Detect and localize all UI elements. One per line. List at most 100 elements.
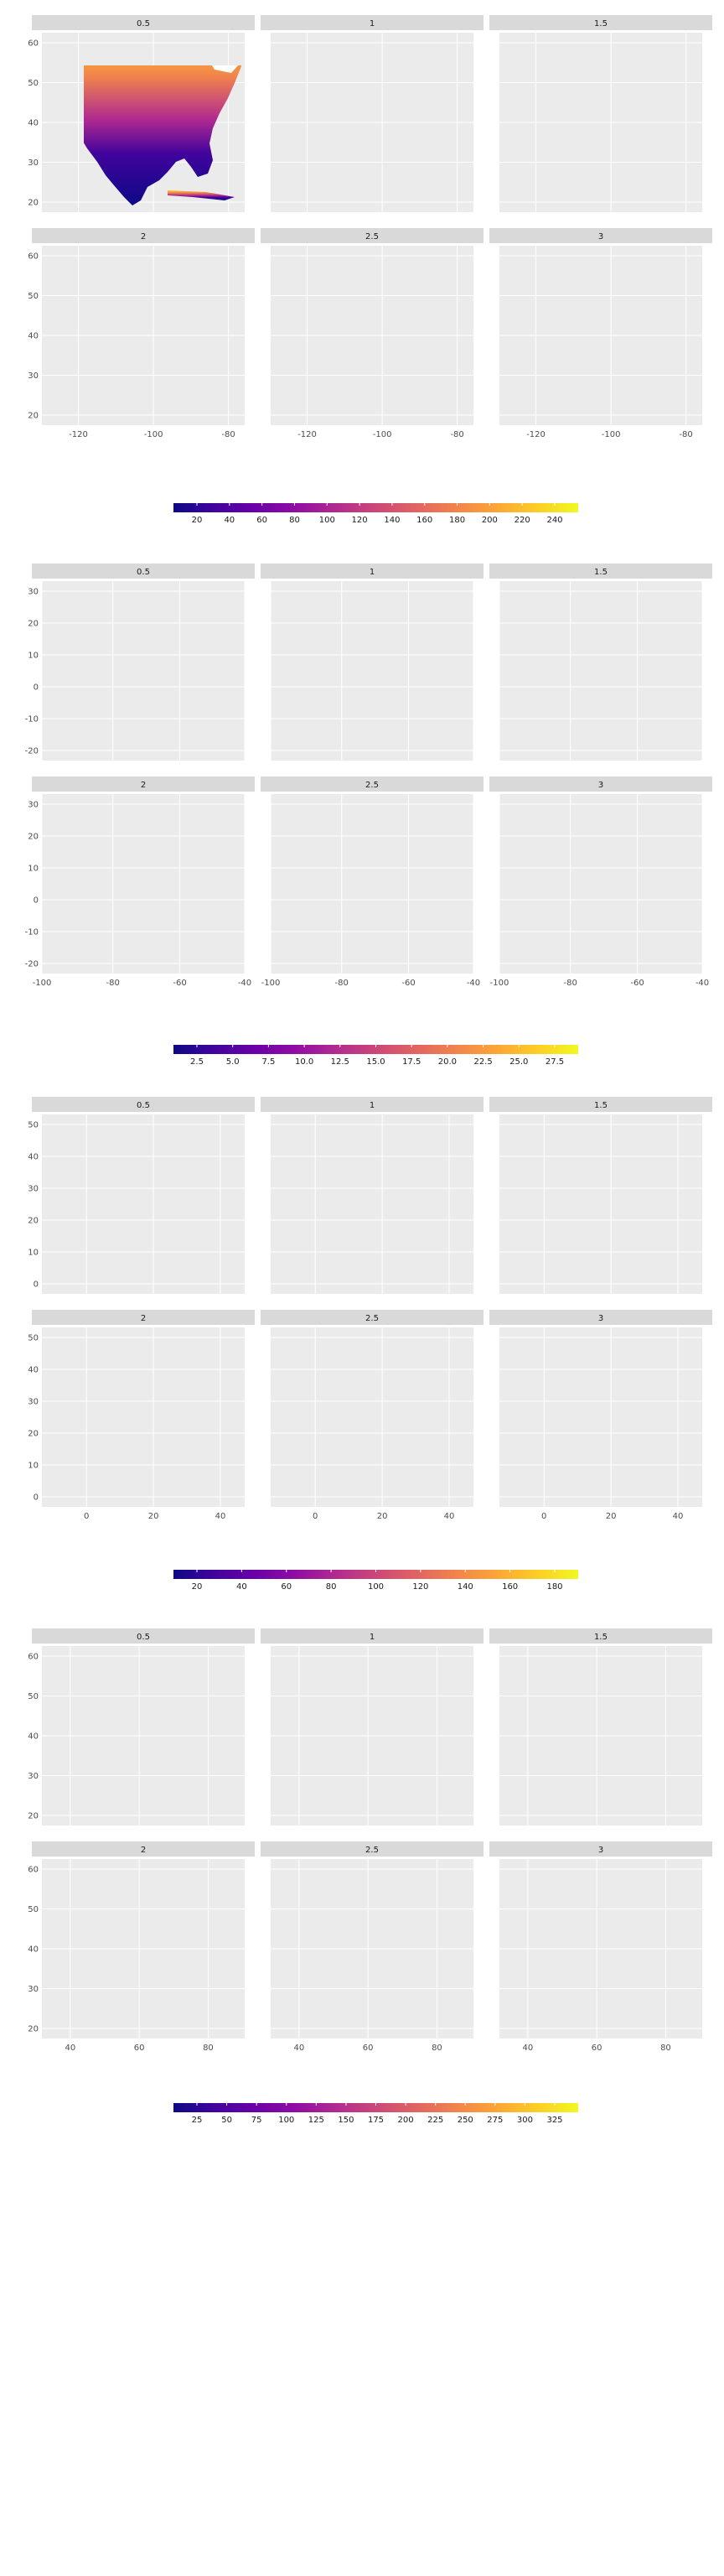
facet-strip — [489, 1628, 712, 1644]
legend-tick-label: 100 — [368, 1582, 384, 1592]
facet-label: 3 — [598, 232, 603, 242]
legend-tick-label: 250 — [458, 2116, 473, 2125]
y-tick-label: 50 — [28, 79, 39, 88]
facet-label: 3 — [598, 781, 603, 790]
asia-panel-0-5: 0.5 — [32, 1628, 255, 1826]
legend-tick-label: 2.5 — [190, 1057, 204, 1067]
facet-label: 2.5 — [365, 232, 379, 242]
x-tick-label: -100 — [602, 430, 621, 439]
y-tick-label: 20 — [28, 1812, 39, 1821]
asia-panel-1-5: 1.5 — [489, 1628, 712, 1826]
y-tick-label: 50 — [28, 1121, 39, 1130]
y-tick-label: 40 — [28, 1945, 39, 1955]
facet-strip — [489, 564, 712, 579]
y-tick-label: -20 — [25, 960, 39, 969]
x-tick-label: -100 — [144, 430, 163, 439]
figure-asia: 0.5 1 1.5 2 2.5 3 60 50 40 30 20 60 50 40 30 20 40 60 80 40… — [28, 1628, 712, 2125]
facet-label: 2 — [141, 1846, 146, 1855]
facet-strip — [489, 1097, 712, 1112]
facet-label: 0.5 — [137, 1633, 150, 1642]
panel-background — [42, 1114, 245, 1294]
legend-tick-label: 120 — [352, 516, 368, 525]
facet-label: 1.5 — [594, 568, 608, 577]
africa-panel-3: 3 — [489, 1310, 712, 1507]
north-america-panel-2-5: 2.5 — [261, 228, 484, 425]
water-body — [211, 65, 238, 73]
legend-tick-label: 50 — [221, 2116, 232, 2125]
legend-tick-label: 80 — [326, 1582, 337, 1592]
legend-tick-label: 120 — [412, 1582, 428, 1592]
legend-tick-label: 160 — [416, 516, 432, 525]
facet-strip — [32, 15, 255, 30]
panel-background — [499, 1114, 702, 1294]
facet-strip — [32, 1310, 255, 1325]
north-america-panel-2: 2 — [32, 228, 255, 425]
figure-south-america: 0.5 1 1.52 2.5 33020100-10-203020100-10-20-1… — [25, 564, 712, 1067]
asia-panel-1: 1 — [261, 1628, 484, 1826]
legend-tick-label: 12.5 — [331, 1057, 349, 1067]
x-tick-label: 40 — [294, 2044, 305, 2053]
legend-tick-label: 140 — [384, 516, 400, 525]
africa-panel-2: 2 — [32, 1310, 255, 1507]
x-tick-label: 40 — [523, 2044, 534, 2053]
y-tick-label: 30 — [28, 1985, 39, 1994]
y-tick-label: 0 — [34, 896, 39, 906]
y-tick-label: 10 — [28, 1462, 39, 1471]
land-region — [84, 65, 242, 205]
panel-background — [499, 581, 702, 761]
facet-strip — [261, 15, 484, 30]
y-tick-label: 10 — [28, 865, 39, 874]
legend-tick-label: 20 — [192, 516, 203, 525]
north-america-panel-3: 3 — [489, 228, 712, 425]
figure-north-america: 0.5 1 1.5 2 2.5 3 60 50 40 30 20 60 50 40 30 20 -120 -100… — [28, 15, 712, 525]
panel-background — [499, 1327, 702, 1507]
legend-tick-label: 100 — [319, 516, 335, 525]
y-tick-label: 10 — [28, 652, 39, 661]
x-tick-label: 40 — [444, 1512, 455, 1521]
south-america-panel-2: 2 — [32, 776, 255, 974]
x-tick-label: 0 — [84, 1512, 89, 1521]
legend-tick-label: 150 — [338, 2116, 354, 2125]
facet-label: 1.5 — [594, 1101, 608, 1110]
x-tick-label: -120 — [69, 430, 88, 439]
legend-tick-label: 300 — [517, 2116, 533, 2125]
y-tick-label: 30 — [28, 801, 39, 810]
legend-tick-label: 15.0 — [366, 1057, 385, 1067]
facet-strip — [489, 776, 712, 792]
panel-background — [271, 1114, 473, 1294]
y-tick-label: 20 — [28, 620, 39, 629]
y-tick-label: -10 — [25, 928, 39, 937]
land-region — [168, 190, 235, 200]
x-tick-label: 60 — [134, 2044, 145, 2053]
y-tick-label: 50 — [28, 1692, 39, 1701]
y-tick-label: 60 — [28, 1866, 39, 1875]
x-tick-label: 60 — [363, 2044, 374, 2053]
facet-strip — [261, 1628, 484, 1644]
facet-label: 3 — [598, 1314, 603, 1323]
facet-label: 2 — [141, 781, 146, 790]
facet-label: 1 — [370, 568, 375, 577]
x-tick-label: -80 — [564, 979, 577, 988]
y-tick-label: 0 — [34, 1280, 39, 1290]
legend-tick-label: 240 — [546, 516, 562, 525]
y-tick-label: 20 — [28, 2025, 39, 2034]
panel-background — [271, 581, 473, 761]
y-tick-label: 30 — [28, 1398, 39, 1407]
y-tick-label: 60 — [28, 39, 39, 49]
y-tick-label: 10 — [28, 1249, 39, 1258]
facet-strip — [32, 1841, 255, 1857]
y-tick-label: 40 — [28, 332, 39, 341]
x-tick-label: -40 — [467, 979, 480, 988]
y-tick-label: 50 — [28, 292, 39, 301]
north-america-panel-0-5: 0.5 — [32, 15, 255, 212]
facet-label: 1.5 — [594, 19, 608, 29]
facet-strip — [261, 1097, 484, 1112]
x-tick-label: -100 — [33, 979, 52, 988]
y-tick-label: 40 — [28, 119, 39, 128]
facet-strip — [489, 1310, 712, 1325]
legend-colorbar — [173, 1570, 578, 1579]
legend-tick-label: 60 — [256, 516, 267, 525]
x-tick-label: -120 — [526, 430, 546, 439]
